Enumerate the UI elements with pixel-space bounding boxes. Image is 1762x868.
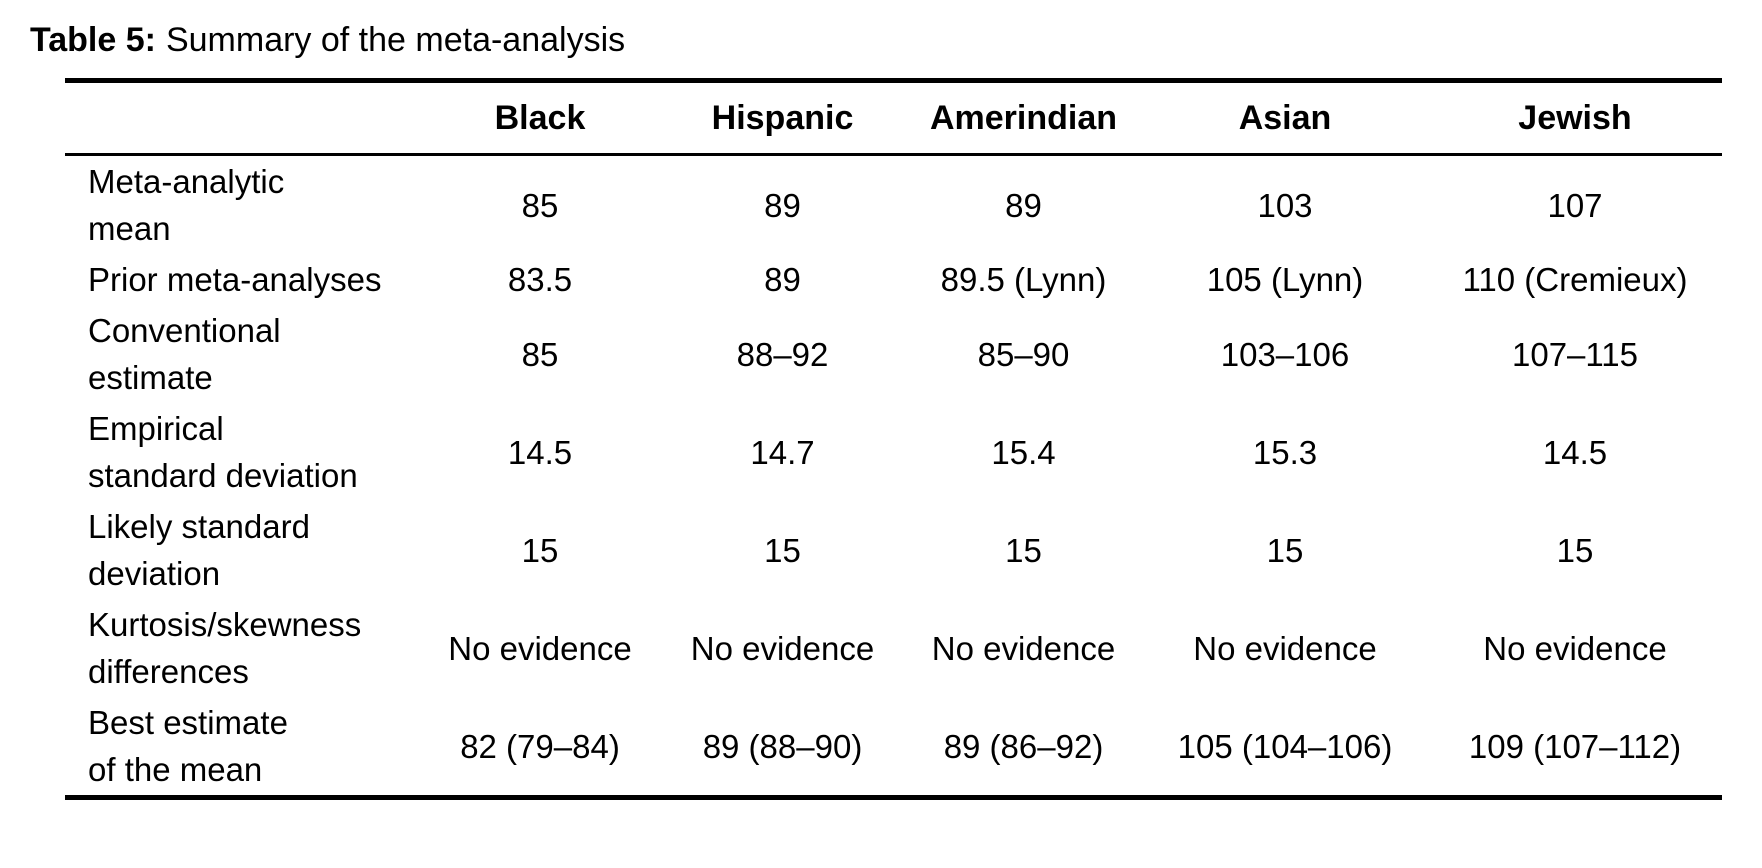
table-caption-label: Table 5: — [30, 21, 156, 59]
row-label: Meta-analytic mean — [88, 163, 285, 247]
column-header-asian: Asian — [1142, 80, 1428, 156]
table-cell: 89 — [764, 186, 801, 224]
table-cell: 14.5 — [507, 433, 573, 471]
table-cell: 14.7 — [750, 433, 815, 471]
table-cell: 103–106 — [1220, 335, 1350, 373]
table-cell: 85 — [521, 335, 559, 373]
table-cell: 82 (79–84) — [460, 727, 620, 765]
table-cell: 83.5 — [507, 261, 573, 298]
table-cell: 89 (88–90) — [702, 727, 863, 765]
column-header-black: Black — [420, 80, 660, 156]
row-label: Conventional estimate — [88, 312, 281, 396]
table-cell: 85 — [521, 186, 559, 224]
table-cell: 85–90 — [977, 335, 1070, 373]
table-cell: No evidence — [931, 629, 1116, 667]
table-cell: 88–92 — [736, 335, 829, 373]
row-label: Empirical standard deviation — [88, 410, 358, 494]
header-empty-cell — [65, 80, 420, 156]
table-cell: 15 — [1005, 531, 1042, 569]
table-cell: 105 (104–106) — [1177, 727, 1393, 765]
row-prior-meta-analyses: Prior meta-analyses 83.5 89 89.5 (Lynn) … — [65, 254, 1722, 305]
row-label: Best estimate of the mean — [88, 704, 288, 788]
table-caption: Table 5: Summary of the meta-analysis — [0, 0, 1762, 60]
table-cell: 89 — [764, 261, 801, 298]
row-best-estimate-of-the-mean: Best estimate of the mean 82 (79–84) 89 … — [65, 697, 1722, 798]
meta-analysis-table: Black Hispanic Amerindian Asian Jewish M… — [65, 78, 1722, 800]
table-cell: No evidence — [448, 629, 632, 667]
row-empirical-standard-deviation: Empirical standard deviation 14.5 14.7 1… — [65, 403, 1722, 501]
table-cell: 105 (Lynn) — [1206, 261, 1364, 298]
header-row: Black Hispanic Amerindian Asian Jewish — [65, 80, 1722, 156]
table-cell: 109 (107–112) — [1468, 727, 1682, 765]
table-cell: 89 — [1005, 186, 1042, 224]
table-cell: No evidence — [1193, 629, 1377, 667]
table-cell: 103 — [1257, 186, 1313, 224]
row-label: Likely standard deviation — [88, 508, 310, 592]
column-header-hispanic: Hispanic — [660, 80, 905, 156]
table-cell: No evidence — [1483, 629, 1667, 667]
row-likely-standard-deviation: Likely standard deviation 15 15 15 15 15 — [65, 501, 1722, 599]
table-cell: 14.5 — [1542, 433, 1608, 471]
table-cell: 15.4 — [991, 433, 1056, 471]
table-caption-text: Summary of the meta-analysis — [165, 21, 626, 59]
table-cell: 15 — [1556, 531, 1594, 569]
table-cell: 15.3 — [1252, 433, 1318, 471]
column-header-amerindian: Amerindian — [905, 80, 1142, 156]
row-label: Prior meta-analyses — [88, 261, 382, 298]
table-cell: No evidence — [690, 629, 875, 667]
table-cell: 89 (86–92) — [943, 727, 1104, 765]
table-cell: 110 (Cremieux) — [1462, 261, 1688, 298]
column-header-jewish: Jewish — [1428, 80, 1722, 156]
table-cell: 15 — [764, 531, 801, 569]
table-cell: 15 — [521, 531, 559, 569]
table-cell: 89.5 (Lynn) — [940, 261, 1107, 298]
row-meta-analytic-mean: Meta-analytic mean 85 89 89 103 107 — [65, 155, 1722, 255]
table-cell: 107 — [1547, 186, 1603, 224]
table-cell: 107–115 — [1511, 335, 1639, 373]
row-label: Kurtosis/skewness differences — [88, 606, 362, 690]
row-conventional-estimate: Conventional estimate 85 88–92 85–90 103… — [65, 305, 1722, 403]
row-kurtosis-skewness-differences: Kurtosis/skewness differences No evidenc… — [65, 599, 1722, 697]
table-cell: 15 — [1266, 531, 1304, 569]
